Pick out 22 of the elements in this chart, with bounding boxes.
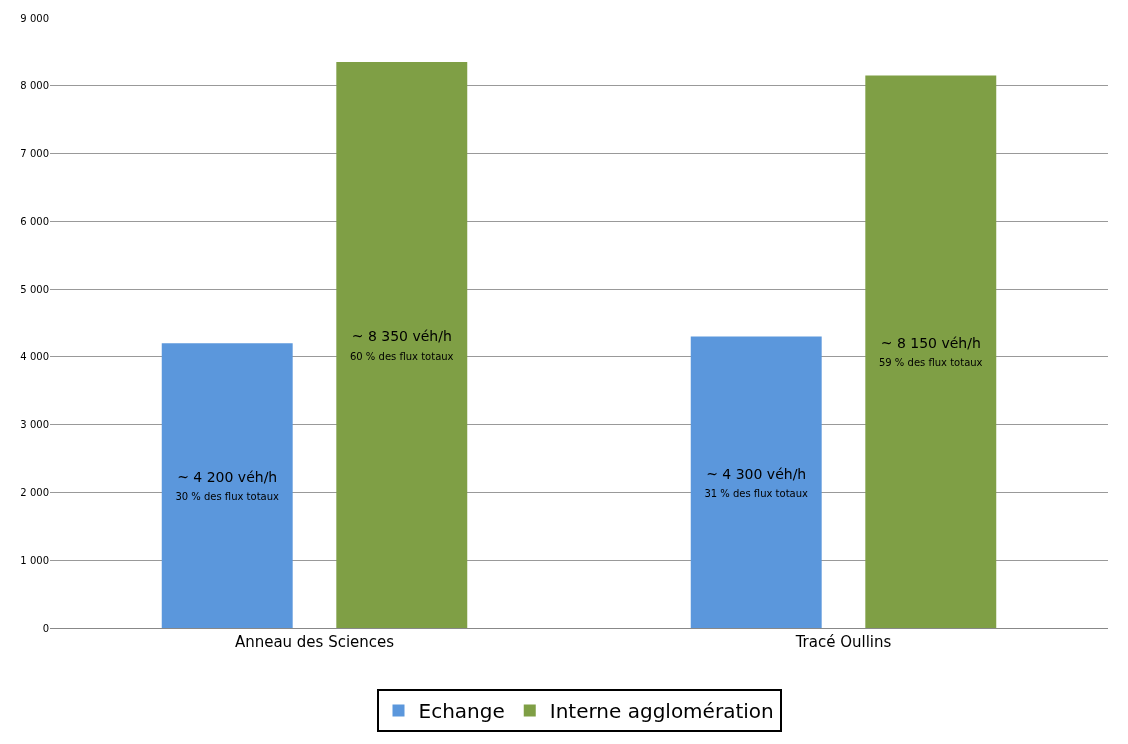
- y-tick-label: 3 000: [20, 419, 49, 431]
- bar: [865, 75, 997, 628]
- legend-label: Echange: [418, 699, 505, 724]
- legend-label: Interne agglomération: [549, 699, 774, 724]
- y-tick-label: 9 000: [20, 12, 49, 24]
- bar: [161, 343, 293, 628]
- data-label: ~ 8 350 véh/h 60 % des flux totaux: [349, 328, 454, 362]
- bar: [336, 62, 468, 628]
- data-label: ~ 8 150 véh/h 59 % des flux totaux: [878, 335, 983, 369]
- y-tick-label: 8 000: [20, 80, 49, 92]
- x-tick-label: Anneau des Sciences: [234, 633, 395, 651]
- bar: [690, 336, 822, 628]
- y-tick-label: 0: [42, 622, 49, 634]
- data-label: ~ 4 200 véh/h 30 % des flux totaux: [175, 469, 280, 503]
- y-tick-label: 6 000: [20, 215, 49, 227]
- y-tick-label: 7 000: [20, 148, 49, 160]
- y-tick-label: 5 000: [20, 283, 49, 295]
- data-label: ~ 4 300 véh/h 31 % des flux totaux: [704, 465, 809, 499]
- y-tick-label: 4 000: [20, 351, 49, 363]
- y-tick-label: 1 000: [20, 554, 49, 566]
- x-tick-label: Tracé Oullins: [794, 633, 892, 651]
- y-tick-label: 2 000: [20, 486, 49, 498]
